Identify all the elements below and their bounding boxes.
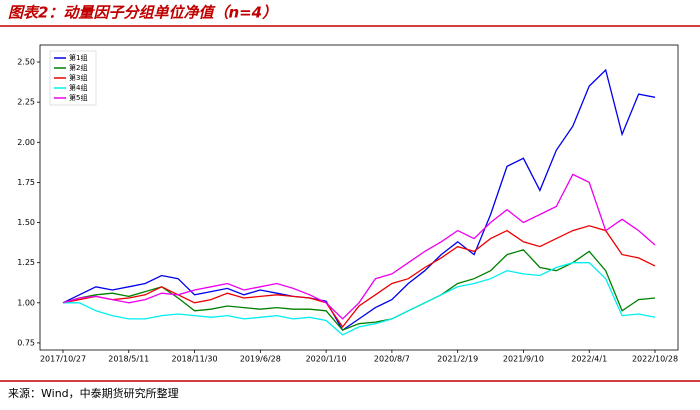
x-tick-label: 2020/8/7 (374, 355, 410, 364)
y-tick-label: 1.75 (17, 178, 35, 187)
legend-label: 第2组 (69, 63, 87, 72)
x-tick-label: 2019/6/28 (240, 355, 281, 364)
series-line (62, 173, 656, 320)
y-tick-label: 2.50 (17, 58, 35, 67)
x-tick-label: 2021/9/10 (503, 355, 544, 364)
x-tick-label: 2018/11/30 (172, 355, 218, 364)
legend-label: 第4组 (69, 83, 87, 92)
y-tick-label: 2.25 (17, 98, 35, 107)
y-tick-label: 1.25 (17, 258, 35, 267)
legend-label: 第5组 (69, 93, 87, 102)
legend-label: 第1组 (69, 53, 87, 62)
series-line (62, 68, 656, 332)
y-tick-label: 0.75 (17, 338, 35, 347)
x-tick-label: 2017/10/27 (40, 355, 86, 364)
plot-frame (39, 44, 679, 351)
x-tick-label: 2018/5/11 (108, 355, 149, 364)
x-tick-label: 2022/10/28 (632, 355, 678, 364)
source: 来源：Wind，中泰期货研究所整理 (8, 386, 179, 400)
y-tick-label: 2.00 (17, 138, 35, 147)
legend-label: 第3组 (69, 73, 87, 82)
x-tick-label: 2021/2/19 (437, 355, 478, 364)
series-line (63, 262, 656, 336)
x-tick-label: 2020/1/10 (306, 355, 347, 364)
series-line (62, 225, 656, 328)
chart-title: 图表2：动量因子分组单位净值（n=4） (8, 4, 277, 22)
y-tick-label: 1.00 (17, 298, 35, 307)
y-tick-label: 1.50 (17, 218, 35, 227)
x-tick-label: 2022/4/1 (571, 355, 607, 364)
